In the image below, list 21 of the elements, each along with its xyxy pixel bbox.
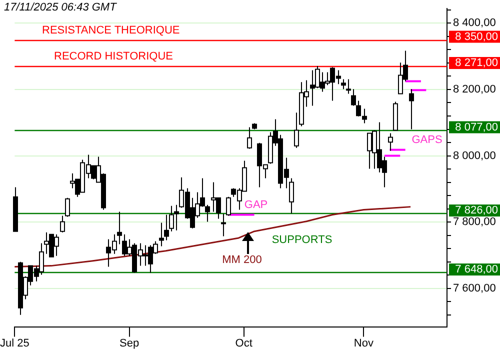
x-tick-label: Sep <box>119 337 140 350</box>
ref-line-label: 8 077,00 <box>455 121 498 134</box>
annotation: RESISTANCE THEORIQUE <box>42 24 180 36</box>
y-tick-label: 8 400,00 <box>453 17 496 30</box>
x-tick-label: Jul 25 <box>0 337 30 350</box>
ref-line-label: 7 826,00 <box>455 204 498 216</box>
y-tick-label: 8 200,00 <box>453 84 496 96</box>
x-tick-label: Nov <box>354 337 374 350</box>
y-tick-label: 7 800,00 <box>453 216 496 228</box>
y-tick-label: 8 000,00 <box>453 150 496 162</box>
ref-line-label: 8 350,00 <box>455 30 498 43</box>
annotation: SUPPORTS <box>272 234 332 246</box>
annotation: GAPS <box>412 134 442 146</box>
x-tick-label: Oct <box>235 337 252 350</box>
annotation: GAP <box>244 199 268 212</box>
ref-line-label: 8 271,00 <box>455 56 498 69</box>
annotation: 17/11/2025 06:43 GMT <box>4 2 118 14</box>
y-tick-label: 7 600,00 <box>453 282 496 294</box>
ref-line-label: 7 648,00 <box>455 263 498 276</box>
annotation: RECORD HISTORIQUE <box>54 50 173 62</box>
series-label: MM 200 <box>222 254 262 266</box>
